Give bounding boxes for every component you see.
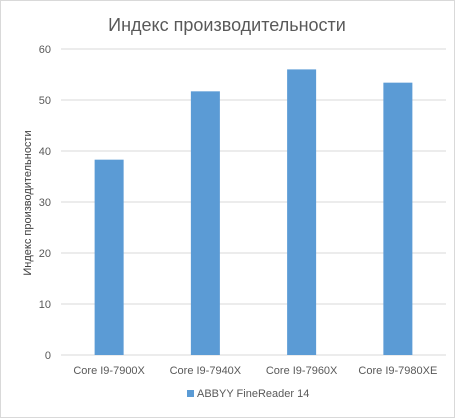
x-tick-label: Core I9-7960X	[266, 365, 338, 377]
bar	[190, 91, 220, 355]
chart-title: Индекс производительности	[108, 15, 346, 35]
bar	[383, 82, 413, 355]
bars	[94, 69, 413, 356]
y-axis-title: Индекс производительности	[22, 130, 34, 275]
y-tick-label: 50	[39, 95, 51, 107]
y-tick-label: 40	[39, 146, 51, 158]
legend-swatch	[187, 390, 194, 397]
x-tick-label: Core I9-7980XE	[358, 365, 437, 377]
y-tick-label: 30	[39, 197, 51, 209]
y-tick-label: 60	[39, 44, 51, 56]
y-tick-labels: 0 10 20 30 40 50 60	[39, 44, 51, 362]
y-tick-label: 20	[39, 248, 51, 260]
x-tick-label: Core I9-7900X	[73, 365, 145, 377]
x-tick-label: Core I9-7940X	[170, 365, 242, 377]
bar	[287, 69, 317, 356]
gridlines	[61, 48, 446, 356]
legend-label: ABBYY FineReader 14	[197, 388, 309, 400]
y-tick-label: 0	[45, 350, 51, 362]
x-tick-labels: Core I9-7900X Core I9-7940X Core I9-7960X C…	[73, 365, 437, 377]
y-tick-label: 10	[39, 299, 51, 311]
bar	[94, 159, 124, 355]
legend: ABBYY FineReader 14	[187, 388, 309, 400]
